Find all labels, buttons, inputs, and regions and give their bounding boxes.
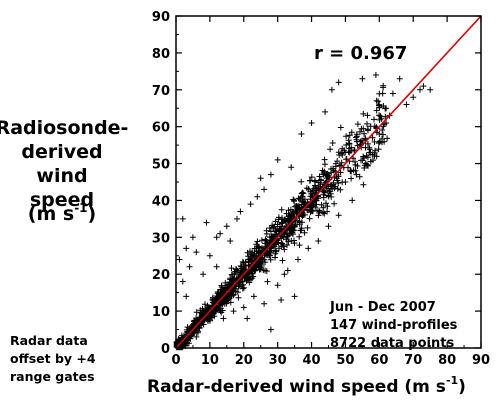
x-tick-label-10: 10 <box>201 353 219 368</box>
fit-line <box>175 15 482 349</box>
x-axis-ticks: 0 10 20 30 40 50 60 70 80 90 <box>171 16 490 368</box>
x-tick-label-20: 20 <box>235 353 253 368</box>
note-line-1: Radar data <box>10 333 88 348</box>
note-line-3: range gates <box>10 369 95 384</box>
x-tick-label-60: 60 <box>370 353 388 368</box>
y-axis-label-superscript: -1 <box>74 201 87 215</box>
y-axis-label-line-5: (m s-1) <box>28 201 96 225</box>
x-tick-label-40: 40 <box>303 353 321 368</box>
x-axis-label-superscript: -1 <box>446 374 458 387</box>
x-tick-label-30: 30 <box>269 353 287 368</box>
x-axis-label-text: Radar-derived wind speed (m s <box>147 377 446 397</box>
y-tick-label-70: 70 <box>152 84 170 99</box>
y-tick-label-90: 90 <box>152 10 170 25</box>
y-axis-label-line-1: Radiosonde- <box>0 117 128 139</box>
points-label: 8722 data points <box>330 336 454 351</box>
y-tick-label-80: 80 <box>152 47 170 62</box>
x-axis-label-close: ) <box>458 377 466 397</box>
y-axis-label-line-3: wind <box>36 165 87 187</box>
y-axis-label-unit: (m s <box>28 203 74 225</box>
x-tick-label-70: 70 <box>404 353 422 368</box>
y-tick-label-50: 50 <box>152 158 170 173</box>
y-tick-label-60: 60 <box>152 121 170 136</box>
y-tick-label-0: 0 <box>161 342 170 357</box>
x-tick-label-80: 80 <box>438 353 456 368</box>
y-tick-label-20: 20 <box>152 268 170 283</box>
y-tick-label-30: 30 <box>152 231 170 246</box>
profiles-label: 147 wind-profiles <box>330 318 458 333</box>
y-axis-label: Radiosonde- derived wind speed (m s-1) <box>0 117 128 225</box>
y-axis-label-line-2: derived <box>21 141 102 163</box>
period-label: Jun - Dec 2007 <box>329 300 436 315</box>
y-tick-label-40: 40 <box>152 194 170 209</box>
y-axis-label-close: ) <box>88 203 97 225</box>
note-line-2: offset by +4 <box>10 351 96 366</box>
x-axis-label: Radar-derived wind speed (m s-1) <box>147 374 466 397</box>
correlation-label: r = 0.967 <box>314 43 407 64</box>
x-tick-label-90: 90 <box>472 353 490 368</box>
y-axis-label-line-4: speed <box>30 189 94 211</box>
x-tick-label-50: 50 <box>336 353 354 368</box>
y-axis-ticks: 0 10 20 30 40 50 60 70 80 90 <box>152 10 481 357</box>
y-tick-label-10: 10 <box>152 305 170 320</box>
x-tick-label-0: 0 <box>171 353 180 368</box>
note: Radar data offset by +4 range gates <box>10 333 96 384</box>
